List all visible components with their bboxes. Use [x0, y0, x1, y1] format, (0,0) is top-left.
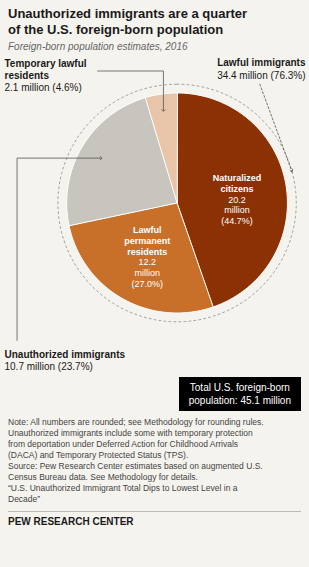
- html-text:PEW RESEARCH CENTER: PEW RESEARCH CENTER: [8, 516, 134, 527]
- svg-text:Lawfulpermanentresidents: Lawfulpermanentresidents: [124, 225, 170, 257]
- svg-text:Unauthorized immigrants: Unauthorized immigrants: [5, 349, 126, 360]
- html-text:Note: All numbers are rounded;: Note: All numbers are rounded; see Metho…: [8, 417, 264, 504]
- svg-text:2.1 million (4.6%): 2.1 million (4.6%): [5, 82, 82, 93]
- svg-text:Naturalizedcitizens: Naturalizedcitizens: [213, 173, 262, 194]
- svg-text:Temporary lawfulresidents: Temporary lawfulresidents: [5, 58, 87, 81]
- svg-text:10.7 million (23.7%): 10.7 million (23.7%): [5, 361, 93, 372]
- svg-text:34.4 million (76.3%): 34.4 million (76.3%): [217, 70, 305, 81]
- svg-text:12.2million(27.0%): 12.2million(27.0%): [131, 257, 163, 289]
- svg-text:Lawful immigrants: Lawful immigrants: [217, 57, 306, 68]
- html-text:Unauthorized immigrants are a: Unauthorized immigrants are a quarter of…: [8, 6, 248, 37]
- svg-text:20.2million(44.7%): 20.2million(44.7%): [221, 195, 253, 227]
- html-text:Total U.S. foreign-born popula: Total U.S. foreign-born population: 45.1…: [188, 382, 291, 406]
- html-text:Foreign-born population estima: Foreign-born population estimates, 2016: [8, 41, 188, 52]
